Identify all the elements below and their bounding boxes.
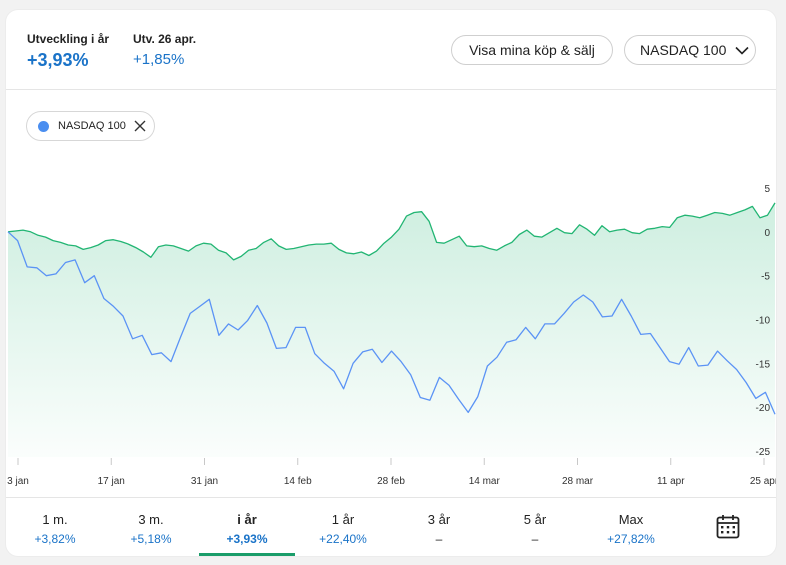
x-tick-label: 14 feb — [284, 476, 312, 487]
active-tab-indicator — [199, 553, 295, 556]
period-tab[interactable]: 3 år – — [391, 498, 487, 556]
ytd-stat: Utveckling i år +3,93% — [27, 32, 109, 71]
x-tick-label: 17 jan — [98, 476, 125, 487]
x-tick-label: 3 jan — [7, 476, 29, 487]
y-tick-label: -10 — [756, 316, 771, 327]
period-tab-value: +5,18% — [130, 532, 172, 546]
y-tick-label: -15 — [756, 359, 771, 370]
performance-chart: 5 0 -5 -10 -15 -20 -25 3 jan 17 jan 31 jan 14 feb… — [7, 184, 776, 487]
x-tick-label: 11 apr — [657, 476, 685, 487]
y-tick-label: -5 — [761, 272, 770, 283]
period-tab[interactable]: 1 m. +3,82% — [7, 498, 103, 556]
show-trades-button[interactable]: Visa mina köp & sälj — [451, 35, 613, 65]
period-tab[interactable]: 1 år +22,40% — [295, 498, 391, 556]
x-tick-label: 31 jan — [191, 476, 218, 487]
period-tab[interactable]: 3 m. +5,18% — [103, 498, 199, 556]
period-tab-value: +27,82% — [607, 532, 655, 546]
period-tab[interactable]: Max +27,82% — [583, 498, 679, 556]
period-tab-label: 1 år — [331, 512, 355, 527]
y-tick-label: -20 — [756, 403, 771, 414]
series-area-0 — [8, 202, 775, 457]
ytd-label: Utveckling i år — [27, 32, 110, 46]
index-select[interactable]: NASDAQ 100 — [624, 35, 756, 65]
legend-label: NASDAQ 100 — [58, 120, 126, 132]
chart-card: Utveckling i år +3,93% Utv. 26 apr. +1,8… — [6, 10, 776, 556]
legend-dot — [38, 120, 49, 132]
header-divider — [6, 89, 776, 90]
legend-chip: NASDAQ 100 — [26, 111, 155, 141]
x-tick-label: 28 mar — [562, 476, 594, 487]
day-stat: Utv. 26 apr. +1,85% — [133, 32, 196, 68]
series-line-0 — [7, 202, 776, 261]
period-tab[interactable]: i år +3,93% — [199, 498, 295, 556]
x-tick-label: 25 apr — [750, 476, 776, 487]
y-tick-label: -25 — [756, 447, 771, 458]
chevron-down-icon — [735, 46, 749, 55]
period-tab-label: i år — [237, 512, 257, 527]
period-tab[interactable]: 5 år – — [487, 498, 583, 556]
x-tick-label: 28 feb — [377, 476, 405, 487]
period-tab-label: 3 m. — [138, 512, 164, 527]
period-tab-value: – — [531, 532, 539, 546]
period-tabs: 1 m. +3,82% 3 m. +5,18% i år +3,93% 1 år +22,40… — [6, 497, 776, 556]
period-tab-label: 3 år — [427, 512, 451, 527]
y-tick-label: 0 — [764, 228, 770, 239]
period-tab-value: +3,82% — [34, 532, 76, 546]
period-tab-value: +22,40% — [319, 532, 367, 546]
y-tick-label: 5 — [764, 184, 770, 195]
period-tab-label: Max — [618, 512, 644, 527]
day-label: Utv. 26 apr. — [133, 32, 197, 46]
close-icon[interactable] — [134, 120, 146, 132]
period-tab-label: 1 m. — [42, 512, 68, 527]
index-select-label: NASDAQ 100 — [640, 42, 727, 58]
period-tab-label: 5 år — [523, 512, 547, 527]
day-value: +1,85% — [133, 51, 185, 68]
series-line-1 — [7, 231, 776, 415]
calendar-icon[interactable] — [716, 514, 740, 545]
period-tab-value: +3,93% — [226, 532, 268, 546]
ytd-value: +3,93% — [27, 50, 89, 70]
x-tick-label: 14 mar — [469, 476, 501, 487]
period-tab-value: – — [435, 532, 443, 546]
